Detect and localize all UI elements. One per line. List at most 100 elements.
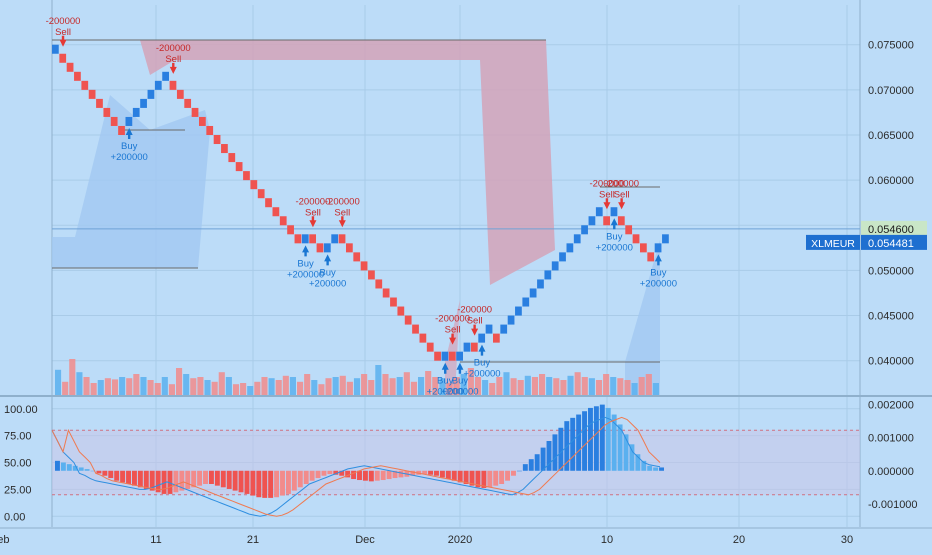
buy-label: Buy: [437, 376, 454, 387]
histogram-bar: [576, 414, 582, 471]
renko-brick: [507, 315, 515, 325]
histogram-bar: [392, 470, 398, 479]
osc-k-line: [51, 416, 661, 517]
histogram-bar: [297, 470, 303, 488]
renko-brick: [662, 234, 669, 244]
renko-brick: [493, 333, 500, 343]
buy-arrow-icon: [654, 254, 662, 266]
osc-d-line: [51, 416, 661, 517]
histogram-bar: [321, 470, 327, 476]
histogram-bar: [380, 470, 386, 481]
price-tick-label: 0.040000: [868, 356, 914, 368]
histogram-bar: [232, 470, 238, 491]
renko-brick: [441, 351, 449, 361]
volume-bar: [652, 383, 659, 395]
last-price-badge: [861, 234, 927, 250]
volume-bar: [524, 375, 531, 395]
histogram-bar: [505, 470, 511, 481]
short-position-shade-2: [445, 300, 460, 395]
renko-brick: [301, 234, 309, 244]
time-tick-label: 21: [247, 534, 259, 546]
renko-brick: [88, 89, 96, 99]
osc-tick-label: 75.00: [4, 431, 32, 443]
buy-qty-label: +200000: [463, 369, 500, 380]
sell-arrow-icon: [309, 216, 317, 228]
renko-brick: [125, 116, 133, 126]
renko-brick: [434, 351, 441, 361]
volume-bar: [332, 377, 339, 395]
histogram-bar: [114, 470, 120, 481]
renko-brick: [309, 234, 316, 244]
renko-brick: [243, 171, 250, 181]
volume-bar: [225, 377, 232, 395]
histogram-bar: [256, 470, 262, 498]
volume-bar: [218, 372, 225, 395]
histogram-bar: [552, 434, 558, 471]
histogram-bar: [120, 470, 126, 483]
buy-label: Buy: [121, 141, 138, 152]
time-tick-label: Dec: [355, 534, 375, 546]
sell-label: Sell: [334, 207, 350, 218]
histogram-bar: [516, 470, 522, 472]
histogram-bar: [167, 470, 173, 494]
histogram-bar: [268, 470, 274, 498]
volume-bar: [176, 368, 183, 395]
buy-arrow-icon: [441, 362, 449, 374]
volume-bar: [247, 386, 254, 395]
volume-bar: [353, 378, 361, 395]
histogram-bar: [173, 470, 179, 493]
sell-arrow-icon: [603, 198, 611, 210]
histogram-bar: [374, 470, 380, 481]
renko-brick: [52, 44, 59, 54]
volume-bar: [297, 381, 304, 395]
histogram-bar: [161, 470, 167, 494]
volume-bar: [595, 380, 603, 395]
volume-bar: [482, 380, 489, 395]
histogram-bar: [368, 470, 374, 482]
sell-label: Sell: [55, 27, 71, 38]
renko-brick: [184, 98, 192, 108]
sell-label: Sell: [467, 316, 483, 327]
time-tick-label: 30: [841, 534, 853, 546]
renko-brick: [500, 324, 508, 334]
histogram-bar: [78, 467, 84, 471]
sell-qty-label: -200000: [589, 178, 624, 189]
sell-arrow-icon: [59, 35, 67, 47]
histogram-bar: [499, 470, 505, 484]
histogram-bar: [481, 470, 487, 488]
renko-brick: [412, 324, 419, 334]
renko-brick: [573, 234, 581, 244]
volume-bar: [76, 372, 83, 395]
volume-bar: [496, 377, 503, 395]
renko-brick: [323, 243, 331, 253]
volume-bar: [240, 383, 247, 395]
histogram-bar: [137, 470, 143, 488]
histogram-bar: [126, 470, 131, 484]
histogram-bar: [451, 470, 457, 481]
price-tick-label: 0.045000: [868, 311, 914, 323]
renko-brick: [213, 135, 221, 145]
histogram-bar: [599, 404, 605, 471]
histogram-bar: [250, 470, 256, 496]
histogram-bar: [570, 417, 576, 471]
osc-tick-label: 100.00: [4, 404, 38, 416]
sell-label: Sell: [165, 54, 181, 65]
symbol-label: XLMEUR: [811, 238, 855, 250]
histogram-bar: [357, 470, 362, 481]
volume-bar: [368, 380, 375, 395]
renko-brick: [654, 243, 662, 253]
renko-brick: [566, 243, 574, 253]
level-price-badge: [861, 220, 927, 236]
buy-label: Buy: [319, 267, 336, 278]
osc-band: [52, 430, 860, 495]
histogram-bar: [262, 470, 268, 498]
renko-brick: [191, 107, 199, 117]
macd-tick-label: 0.002000: [868, 400, 914, 412]
buy-arrow-icon: [478, 344, 486, 356]
buy-label: Buy: [650, 267, 667, 278]
renko-brick: [522, 297, 530, 307]
histogram-bar: [303, 470, 309, 484]
histogram-bar: [439, 470, 445, 478]
volume-bar: [55, 369, 62, 395]
